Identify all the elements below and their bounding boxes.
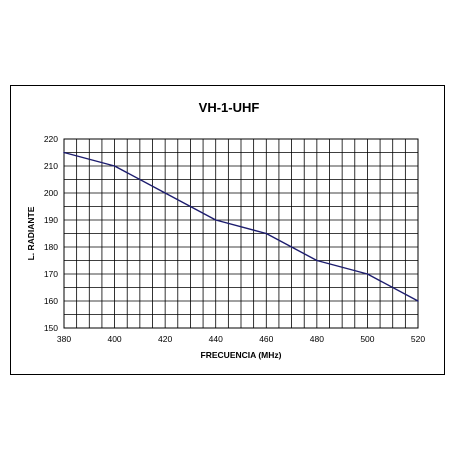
x-tick-label: 440	[209, 334, 223, 344]
tick-labels: 380 400 420 440 460 480 500 520 150 160 170 180 190 2…	[44, 134, 426, 344]
y-tick-label: 200	[44, 188, 58, 198]
plot-area-border	[63, 138, 419, 329]
y-axis-label: L. RADIANTE	[26, 206, 36, 260]
data-point	[113, 165, 116, 167]
y-tick-label: 180	[44, 242, 58, 252]
x-axis-label: FRECUENCIA (MHz)	[201, 350, 282, 360]
x-tick-label: 460	[259, 334, 273, 344]
x-tick-label: 500	[360, 334, 374, 344]
y-tick-label: 190	[44, 215, 58, 225]
series-line	[63, 151, 419, 302]
series-layer	[63, 151, 419, 302]
y-tick-label: 220	[44, 134, 58, 144]
y-tick-label: 170	[44, 269, 58, 279]
chart-frame	[10, 85, 445, 375]
x-tick-label: 520	[411, 334, 425, 344]
data-point	[63, 151, 65, 154]
chart-title: VH-1-UHF	[198, 100, 260, 115]
y-tick-label: 160	[44, 296, 58, 306]
y-tick-label: 150	[44, 323, 58, 333]
data-point	[214, 219, 217, 221]
data-point	[417, 300, 419, 302]
data-point	[265, 232, 268, 235]
grid	[63, 138, 419, 329]
data-point	[316, 259, 318, 262]
x-tick-label: 380	[57, 334, 71, 344]
data-point	[366, 273, 369, 275]
y-tick-label: 210	[44, 161, 58, 171]
x-tick-label: 400	[107, 334, 121, 344]
data-point	[164, 192, 166, 194]
x-tick-label: 420	[158, 334, 172, 344]
x-tick-label: 480	[310, 334, 324, 344]
